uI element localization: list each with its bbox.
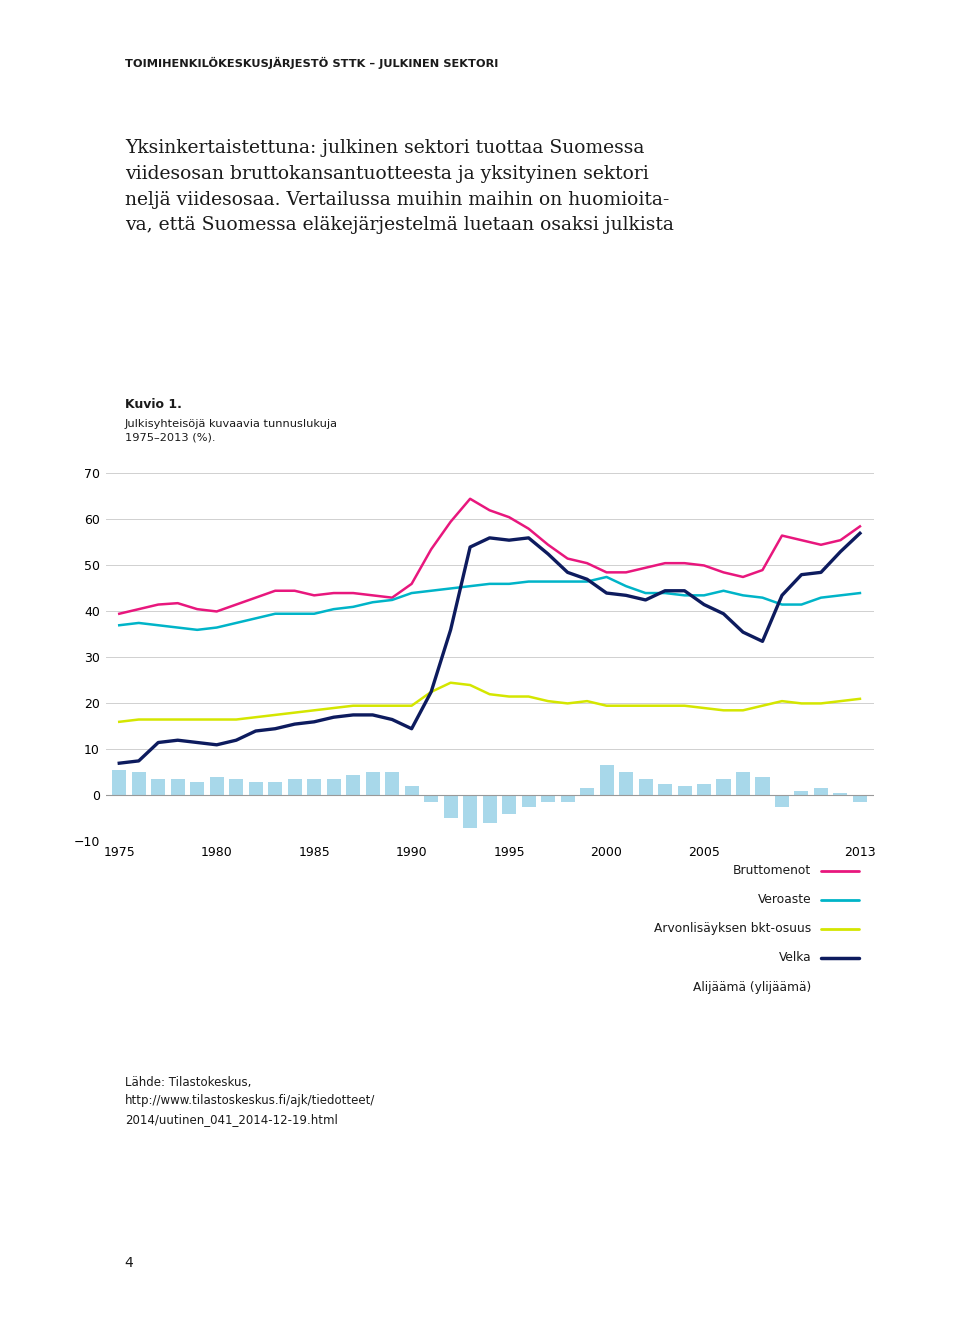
Bar (561, 795, 575, 803)
Bar (658, 784, 672, 795)
Bar (600, 766, 613, 795)
Bar (678, 786, 691, 795)
Bar (756, 776, 770, 795)
Bar (736, 772, 750, 795)
Bar (502, 795, 516, 814)
Text: Bruttomenot: Bruttomenot (732, 864, 811, 877)
Bar (171, 779, 184, 795)
Bar (852, 795, 867, 803)
Bar (424, 795, 438, 803)
Bar (326, 779, 341, 795)
Bar (366, 772, 379, 795)
Text: TOIMIHENKILÖKESKUSJÄRJESTÖ STTK – JULKINEN SEKTORI: TOIMIHENKILÖKESKUSJÄRJESTÖ STTK – JULKIN… (125, 57, 498, 69)
Text: Velka: Velka (779, 951, 811, 965)
Text: Lähde: Tilastokeskus,
http://www.tilastoskeskus.fi/ajk/tiedotteet/
2014/uutinen_: Lähde: Tilastokeskus, http://www.tilasto… (125, 1076, 375, 1126)
Text: 4: 4 (125, 1256, 133, 1269)
Bar (288, 779, 301, 795)
Bar (249, 782, 263, 795)
Bar (190, 782, 204, 795)
Bar (307, 779, 322, 795)
Bar (229, 779, 243, 795)
Bar (580, 788, 594, 795)
Bar (795, 791, 808, 795)
Text: Julkisyhteisöjä kuvaavia tunnuslukuja
1975–2013 (%).: Julkisyhteisöjä kuvaavia tunnuslukuja 19… (125, 419, 338, 443)
Bar (619, 772, 633, 795)
Bar (385, 772, 399, 795)
Bar (444, 795, 458, 819)
Bar (463, 795, 477, 828)
Bar (132, 772, 146, 795)
Bar (697, 784, 711, 795)
Bar (209, 776, 224, 795)
Bar (638, 779, 653, 795)
Text: Alijäämä (ylijäämä): Alijäämä (ylijäämä) (693, 980, 811, 994)
Bar (268, 782, 282, 795)
Bar (483, 795, 496, 823)
Bar (521, 795, 536, 807)
Bar (152, 779, 165, 795)
Text: Yksinkertaistettuna: julkinen sektori tuottaa Suomessa
viidesosan bruttokansantu: Yksinkertaistettuna: julkinen sektori tu… (125, 139, 674, 235)
Text: Kuvio 1.: Kuvio 1. (125, 398, 181, 411)
Bar (112, 770, 127, 795)
Bar (775, 795, 789, 807)
Bar (404, 786, 419, 795)
Bar (347, 775, 360, 795)
Bar (541, 795, 555, 803)
Bar (716, 779, 731, 795)
Bar (833, 794, 848, 795)
Text: Veroaste: Veroaste (757, 893, 811, 906)
Text: Arvonlisäyksen bkt-osuus: Arvonlisäyksen bkt-osuus (654, 922, 811, 935)
Bar (814, 788, 828, 795)
